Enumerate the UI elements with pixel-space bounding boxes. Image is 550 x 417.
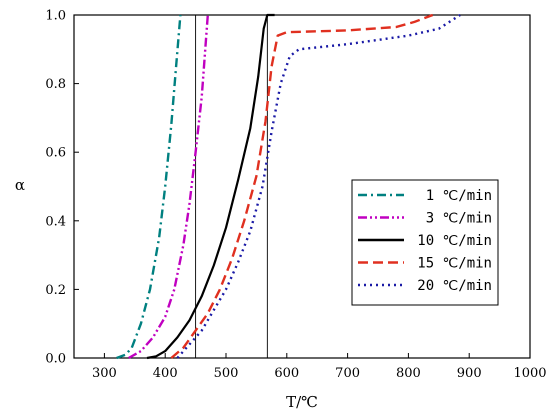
series-line-0 xyxy=(116,14,182,360)
legend-label: 3 ℃/min xyxy=(426,211,492,227)
series-line-4 xyxy=(176,13,461,359)
legend-label: 20 ℃/min xyxy=(417,278,492,294)
x-tick-label: 700 xyxy=(335,366,360,381)
x-tick-label: 300 xyxy=(92,366,117,381)
x-tick-label: 400 xyxy=(153,366,178,381)
x-tick-label: 900 xyxy=(457,366,482,381)
x-tick-label: 1000 xyxy=(513,366,546,381)
x-tick-label: 500 xyxy=(214,366,239,381)
y-tick-label: 0.8 xyxy=(45,77,66,92)
plot-frame xyxy=(73,14,531,359)
y-tick-label: 0.6 xyxy=(45,146,66,161)
x-tick-label: 600 xyxy=(274,366,299,381)
x-axis-title: T/℃ xyxy=(286,393,318,411)
series-line-1 xyxy=(128,14,209,360)
series-line-3 xyxy=(170,13,434,359)
legend: 1 ℃/min 3 ℃/min 10 ℃/min 15 ℃/min 20 ℃/min xyxy=(351,179,499,306)
y-tick-label: 0.0 xyxy=(45,352,66,367)
legend-label: 10 ℃/min xyxy=(417,233,492,249)
series-line-2 xyxy=(146,13,275,360)
y-tick-label: 0.2 xyxy=(45,283,66,298)
y-tick-label: 0.4 xyxy=(45,214,66,229)
legend-label: 15 ℃/min xyxy=(417,256,492,272)
y-axis-title: α xyxy=(15,176,25,194)
y-tick-label: 1.0 xyxy=(45,9,66,24)
legend-label: 1 ℃/min xyxy=(426,188,492,204)
x-tick-label: 800 xyxy=(396,366,421,381)
